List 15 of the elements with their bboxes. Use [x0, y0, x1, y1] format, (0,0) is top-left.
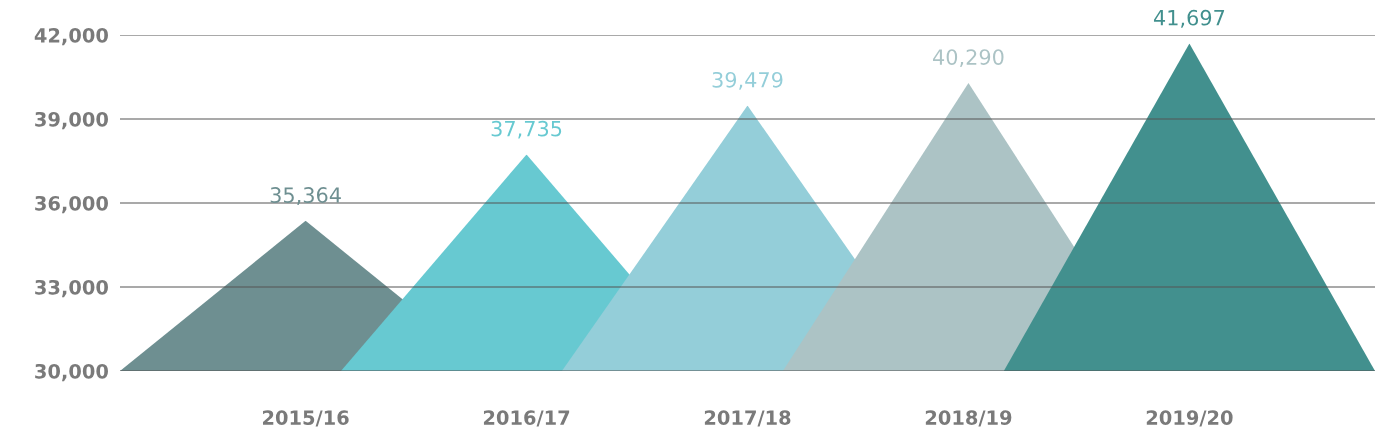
y-tick-label: 36,000 — [35, 195, 108, 214]
x-tick-label: 2015/16 — [263, 410, 349, 427]
x-tick-label: 2017/18 — [704, 410, 791, 427]
data-label: 37,735 — [491, 120, 562, 139]
y-tick-label: 33,000 — [35, 279, 108, 298]
y-tick-label: 30,000 — [35, 363, 108, 382]
data-label: 35,364 — [270, 187, 341, 206]
x-tick-label: 2019/20 — [1146, 410, 1233, 427]
x-tick-label: 2018/19 — [925, 410, 1012, 427]
y-tick-label: 42,000 — [34, 27, 108, 46]
x-tick-label: 2016/17 — [483, 410, 570, 427]
data-label: 41,697 — [1153, 9, 1225, 28]
y-tick-label: 39,000 — [35, 111, 108, 130]
data-label: 39,479 — [712, 71, 783, 90]
data-label: 40,290 — [933, 49, 1004, 68]
